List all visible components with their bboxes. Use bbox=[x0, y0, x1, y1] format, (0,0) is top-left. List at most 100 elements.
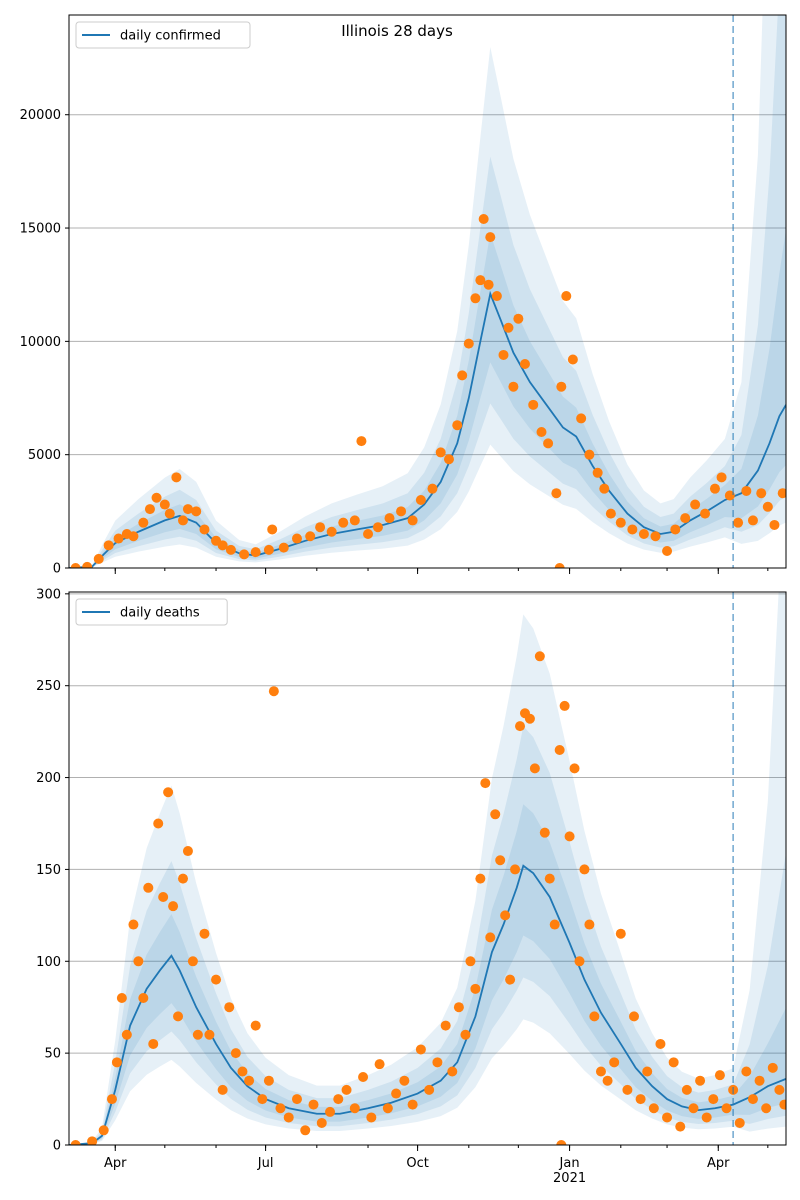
data-point bbox=[372, 522, 383, 533]
uncertainty-band bbox=[69, 726, 786, 1145]
data-point bbox=[275, 1103, 286, 1114]
data-point bbox=[475, 275, 486, 286]
data-point bbox=[569, 763, 580, 774]
data-point bbox=[709, 483, 720, 494]
data-point bbox=[655, 1038, 666, 1049]
data-point bbox=[182, 846, 193, 857]
data-point bbox=[567, 354, 578, 365]
data-point bbox=[556, 381, 567, 392]
data-point bbox=[700, 508, 711, 519]
axes-frame bbox=[68, 591, 787, 1146]
data-point bbox=[695, 1075, 706, 1086]
data-point bbox=[163, 787, 174, 798]
data-point bbox=[363, 529, 374, 540]
data-point bbox=[599, 483, 610, 494]
y-tick-label: 100 bbox=[36, 955, 61, 970]
data-point bbox=[584, 449, 595, 460]
data-point bbox=[708, 1094, 719, 1105]
data-point bbox=[230, 1048, 241, 1059]
legend-label: daily deaths bbox=[120, 606, 200, 621]
data-point bbox=[574, 956, 585, 967]
data-point bbox=[475, 873, 486, 884]
data-point bbox=[733, 517, 744, 528]
data-point bbox=[263, 544, 274, 555]
data-point bbox=[113, 533, 124, 544]
data-point bbox=[217, 1084, 228, 1095]
data-point bbox=[510, 864, 521, 875]
data-point bbox=[300, 1125, 311, 1136]
data-point bbox=[675, 1121, 686, 1132]
data-point bbox=[199, 524, 210, 535]
data-point bbox=[762, 501, 773, 512]
data-point bbox=[622, 1084, 633, 1095]
data-point bbox=[204, 1029, 215, 1040]
axes-frame bbox=[68, 14, 787, 569]
data-point bbox=[415, 1044, 426, 1055]
data-point bbox=[250, 1020, 261, 1031]
uncertainty-band bbox=[69, 229, 786, 568]
data-point bbox=[153, 818, 164, 829]
data-point bbox=[690, 499, 701, 510]
data-point bbox=[257, 1094, 268, 1105]
data-point bbox=[592, 467, 603, 478]
data-point bbox=[635, 1094, 646, 1105]
legend: daily deaths bbox=[75, 598, 228, 626]
data-point bbox=[519, 359, 530, 370]
y-tick-label: 15000 bbox=[20, 222, 61, 237]
data-point bbox=[333, 1094, 344, 1105]
data-point bbox=[615, 928, 626, 939]
x-tick-label: Jan bbox=[559, 1156, 580, 1171]
data-point bbox=[391, 1088, 402, 1099]
data-point bbox=[291, 533, 302, 544]
data-point bbox=[164, 508, 175, 519]
data-point bbox=[225, 544, 236, 555]
data-point bbox=[237, 1066, 248, 1077]
data-point bbox=[128, 531, 139, 542]
data-point bbox=[325, 1106, 336, 1117]
data-point bbox=[453, 1002, 464, 1013]
x-tick-label: Jul bbox=[257, 1156, 274, 1171]
figure-title: Illinois 28 days bbox=[341, 22, 453, 40]
data-point bbox=[536, 427, 547, 438]
data-point bbox=[239, 549, 250, 560]
data-point bbox=[278, 542, 289, 553]
data-point bbox=[217, 540, 228, 551]
data-point bbox=[579, 864, 590, 875]
series-line bbox=[69, 864, 786, 1145]
data-point bbox=[191, 506, 202, 517]
data-point bbox=[341, 1084, 352, 1095]
data-point bbox=[627, 524, 638, 535]
data-point bbox=[427, 483, 438, 494]
data-point bbox=[589, 1011, 600, 1022]
data-point bbox=[498, 349, 509, 360]
data-point bbox=[528, 399, 539, 410]
data-point bbox=[396, 506, 407, 517]
data-point bbox=[543, 438, 554, 449]
data-point bbox=[177, 873, 188, 884]
data-point bbox=[754, 1075, 765, 1086]
data-point bbox=[133, 956, 144, 967]
data-point bbox=[93, 553, 104, 564]
data-point bbox=[315, 522, 326, 533]
data-point bbox=[407, 1099, 418, 1110]
data-point bbox=[779, 1099, 786, 1110]
data-point bbox=[158, 891, 169, 902]
uncertainty-band bbox=[69, 15, 786, 568]
data-point bbox=[564, 831, 575, 842]
plot-area bbox=[69, 15, 786, 568]
data-point bbox=[424, 1084, 435, 1095]
data-point bbox=[554, 745, 565, 755]
data-point bbox=[148, 1038, 159, 1049]
data-point bbox=[211, 974, 222, 985]
y-tick-label: 10000 bbox=[20, 335, 61, 350]
data-point bbox=[173, 1011, 184, 1022]
data-point bbox=[524, 713, 535, 724]
data-point bbox=[384, 513, 395, 524]
data-point bbox=[366, 1112, 377, 1123]
data-point bbox=[268, 686, 279, 697]
data-point bbox=[688, 1103, 699, 1114]
data-point bbox=[349, 515, 360, 526]
data-point bbox=[326, 526, 337, 537]
data-point bbox=[415, 495, 426, 506]
